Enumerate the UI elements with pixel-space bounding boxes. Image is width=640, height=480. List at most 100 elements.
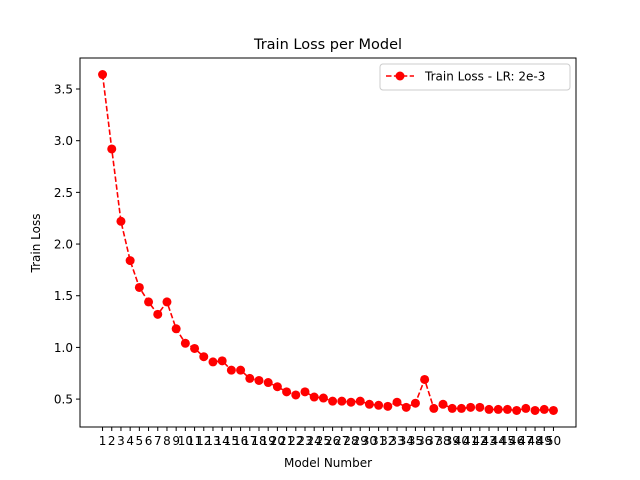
data-point [199, 352, 209, 362]
x-tick-label: 4 [126, 434, 134, 448]
x-tick-label: 44 [491, 434, 506, 448]
x-tick-label: 38 [435, 434, 450, 448]
data-point [364, 399, 374, 409]
x-tick-label: 47 [518, 434, 533, 448]
data-point [116, 216, 126, 226]
x-tick-label: 35 [408, 434, 423, 448]
data-point [548, 405, 558, 415]
x-tick-label: 28 [343, 434, 358, 448]
data-point [300, 387, 310, 397]
data-point [180, 338, 190, 348]
x-tick-label: 23 [297, 434, 312, 448]
x-tick-label: 39 [445, 434, 460, 448]
chart-title: Train Loss per Model [253, 37, 402, 53]
data-point [521, 403, 531, 413]
x-axis-label: Model Number [284, 456, 372, 470]
data-point [484, 404, 494, 414]
x-tick-label: 45 [500, 434, 515, 448]
data-point [309, 392, 319, 402]
data-point [263, 378, 273, 388]
x-tick-label: 13 [205, 434, 220, 448]
x-tick-label: 37 [426, 434, 441, 448]
data-point [318, 393, 328, 403]
x-tick-label: 1 [99, 434, 107, 448]
data-point [190, 343, 200, 353]
x-tick-label: 49 [537, 434, 552, 448]
tick-group: 0.51.01.52.02.53.03.51 2 3 4 5 6 7 8 91011121314… [54, 83, 561, 448]
x-tick-label: 33 [389, 434, 404, 448]
data-point [125, 256, 135, 266]
legend-marker-swatch [395, 71, 405, 81]
data-point [208, 357, 218, 367]
legend-series-label: Train Loss - LR: 2e-3 [424, 70, 545, 84]
plot-frame [79, 57, 577, 428]
y-tick-label: 3.0 [54, 134, 73, 148]
x-tick-label: 24 [307, 434, 322, 448]
x-tick-label: 3 [117, 434, 125, 448]
data-point [383, 401, 393, 411]
data-point [539, 404, 549, 414]
x-tick-label: 9 [172, 434, 180, 448]
x-tick-label: 17 [242, 434, 257, 448]
data-point [162, 297, 172, 307]
data-point [153, 309, 163, 319]
data-point [447, 403, 457, 413]
data-point [456, 403, 466, 413]
x-tick-label: 43 [481, 434, 496, 448]
data-point [346, 397, 356, 407]
data-point [226, 365, 236, 375]
x-tick-label: 5 [136, 434, 144, 448]
data-point [291, 390, 301, 400]
y-tick-label: 2.5 [54, 186, 73, 200]
data-point [144, 297, 154, 307]
x-tick-label: 27 [334, 434, 349, 448]
data-point [475, 402, 485, 412]
data-point [355, 396, 365, 406]
data-point [512, 405, 522, 415]
data-point [466, 402, 476, 412]
data-point [502, 404, 512, 414]
x-tick-label: 11 [187, 434, 202, 448]
x-tick-label: 12 [196, 434, 211, 448]
data-point [98, 70, 108, 80]
data-point [530, 405, 540, 415]
x-tick-label: 42 [472, 434, 487, 448]
data-point [236, 365, 246, 375]
data-point [272, 382, 282, 392]
x-tick-label: 40 [454, 434, 469, 448]
data-point [410, 398, 420, 408]
x-tick-label: 2 [108, 434, 116, 448]
data-point [254, 375, 264, 385]
x-tick-label: 34 [399, 434, 414, 448]
series-layer [98, 70, 558, 415]
x-tick-label: 29 [353, 434, 368, 448]
data-point [282, 387, 292, 397]
data-point [134, 282, 144, 292]
y-tick-label: 2.0 [54, 238, 73, 252]
data-point [429, 403, 439, 413]
y-tick-label: 1.0 [54, 341, 73, 355]
x-tick-label: 19 [261, 434, 276, 448]
x-tick-label: 25 [316, 434, 331, 448]
x-tick-label: 16 [233, 434, 248, 448]
x-tick-label: 30 [362, 434, 377, 448]
x-tick-label: 14 [215, 434, 230, 448]
legend: Train Loss - LR: 2e-3 [379, 63, 571, 91]
data-point [392, 397, 402, 407]
data-point [374, 400, 384, 410]
data-point [171, 324, 181, 334]
data-point [438, 399, 448, 409]
x-tick-label: 41 [463, 434, 478, 448]
y-tick-label: 1.5 [54, 289, 73, 303]
x-tick-label: 50 [546, 434, 561, 448]
data-point [337, 396, 347, 406]
x-tick-label: 18 [251, 434, 266, 448]
y-tick-label: 0.5 [54, 393, 73, 407]
data-point [217, 356, 227, 366]
x-tick-label: 48 [527, 434, 542, 448]
x-tick-label: 22 [288, 434, 303, 448]
x-tick-label: 31 [371, 434, 386, 448]
legend-box [379, 63, 571, 91]
y-axis-label: Train Loss [29, 214, 43, 274]
